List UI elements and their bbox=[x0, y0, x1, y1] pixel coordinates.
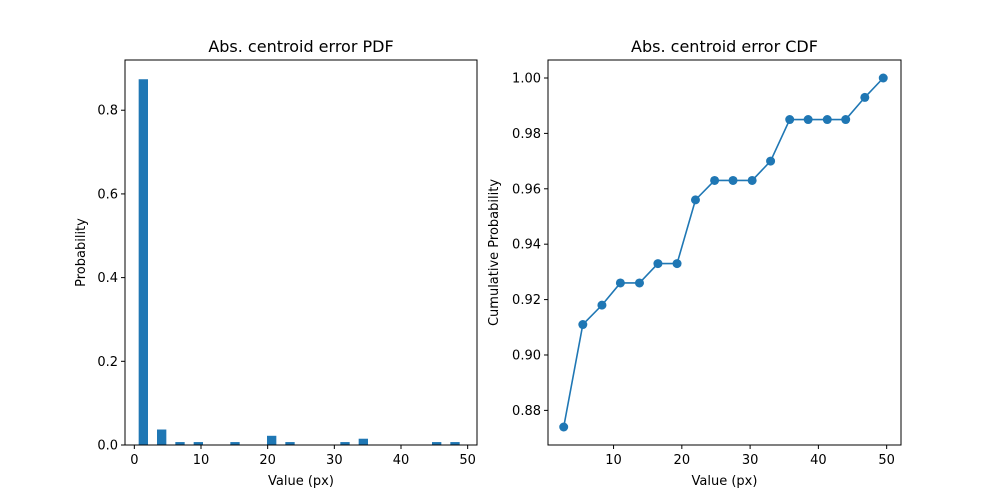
cdf-y-tick-label: 0.88 bbox=[512, 404, 541, 419]
cdf-y-tick-label: 1.00 bbox=[512, 72, 541, 87]
pdf-x-tick-label: 30 bbox=[326, 453, 343, 468]
pdf-bars bbox=[138, 79, 460, 445]
pdf-x-tick-label: 20 bbox=[259, 453, 276, 468]
pdf-chart-title: Abs. centroid error PDF bbox=[208, 37, 393, 56]
cdf-x-tick-label: 20 bbox=[674, 453, 691, 468]
pdf-bar bbox=[230, 442, 240, 445]
cdf-chart-title: Abs. centroid error CDF bbox=[631, 37, 818, 56]
pdf-y-axis-label: Probability bbox=[74, 218, 89, 287]
cdf-point bbox=[841, 115, 851, 125]
cdf-axes-frame bbox=[547, 59, 902, 446]
pdf-axes-frame bbox=[124, 59, 478, 446]
cdf-point bbox=[728, 175, 738, 185]
pdf-bar bbox=[193, 442, 203, 445]
cdf-x-tick-label: 10 bbox=[605, 453, 622, 468]
cdf-point bbox=[634, 278, 644, 288]
cdf-line-series bbox=[559, 73, 888, 432]
pdf-x-axis-label: Value (px) bbox=[268, 474, 334, 489]
cdf-point bbox=[559, 422, 569, 432]
cdf-point bbox=[860, 92, 870, 102]
pdf-chart-panel: Abs. centroid error PDF Value (px) Proba… bbox=[74, 37, 478, 489]
pdf-bar bbox=[267, 435, 277, 445]
cdf-point bbox=[690, 195, 700, 205]
cdf-point bbox=[822, 115, 832, 125]
cdf-point bbox=[653, 259, 663, 269]
cdf-y-tick-label: 0.92 bbox=[512, 293, 541, 308]
cdf-chart-panel: Abs. centroid error CDF Value (px) Cumul… bbox=[487, 37, 902, 489]
pdf-bar bbox=[450, 442, 460, 445]
pdf-x-tick-label: 50 bbox=[459, 453, 476, 468]
cdf-y-tick-label: 0.94 bbox=[512, 238, 541, 253]
pdf-bar bbox=[157, 429, 167, 445]
pdf-y-tick-label: 0.0 bbox=[97, 439, 118, 454]
cdf-x-axis-label: Value (px) bbox=[692, 474, 758, 489]
cdf-x-tick-label: 40 bbox=[810, 453, 827, 468]
pdf-y-tick-label: 0.6 bbox=[97, 187, 118, 202]
cdf-point bbox=[766, 156, 776, 166]
pdf-bar bbox=[138, 79, 148, 445]
pdf-x-tick-label: 40 bbox=[393, 453, 410, 468]
cdf-line bbox=[562, 77, 884, 428]
cdf-x-tick-label: 30 bbox=[742, 453, 759, 468]
cdf-point bbox=[785, 115, 795, 125]
pdf-bar bbox=[358, 438, 368, 445]
pdf-bar bbox=[285, 442, 295, 445]
pdf-y-tick-label: 0.2 bbox=[97, 355, 118, 370]
pdf-bar bbox=[175, 442, 185, 445]
cdf-axis-ticks: 10 20 30 40 50 0.88 0.90 0.92 0.94 0.96 0.98 1.00 bbox=[512, 72, 895, 468]
cdf-point bbox=[878, 73, 888, 83]
cdf-y-tick-label: 0.96 bbox=[512, 182, 541, 197]
pdf-y-tick-label: 0.4 bbox=[97, 271, 118, 286]
cdf-point bbox=[597, 300, 607, 310]
cdf-y-axis-label: Cumulative Probability bbox=[487, 179, 502, 326]
cdf-point bbox=[578, 320, 588, 330]
pdf-bar bbox=[340, 442, 350, 445]
pdf-bar bbox=[432, 442, 442, 445]
pdf-y-tick-label: 0.8 bbox=[97, 104, 118, 119]
cdf-y-tick-label: 0.98 bbox=[512, 127, 541, 142]
pdf-x-tick-label: 10 bbox=[193, 453, 210, 468]
cdf-x-tick-label: 50 bbox=[878, 453, 895, 468]
cdf-point bbox=[803, 115, 813, 125]
pdf-axis-ticks: 0 10 20 30 40 50 0.0 0.2 0.4 0.6 0.8 bbox=[97, 104, 476, 468]
cdf-y-tick-label: 0.90 bbox=[512, 348, 541, 363]
cdf-point bbox=[615, 278, 625, 288]
cdf-point bbox=[710, 175, 720, 185]
cdf-point bbox=[672, 259, 682, 269]
cdf-point bbox=[747, 175, 757, 185]
pdf-x-tick-label: 0 bbox=[130, 453, 138, 468]
